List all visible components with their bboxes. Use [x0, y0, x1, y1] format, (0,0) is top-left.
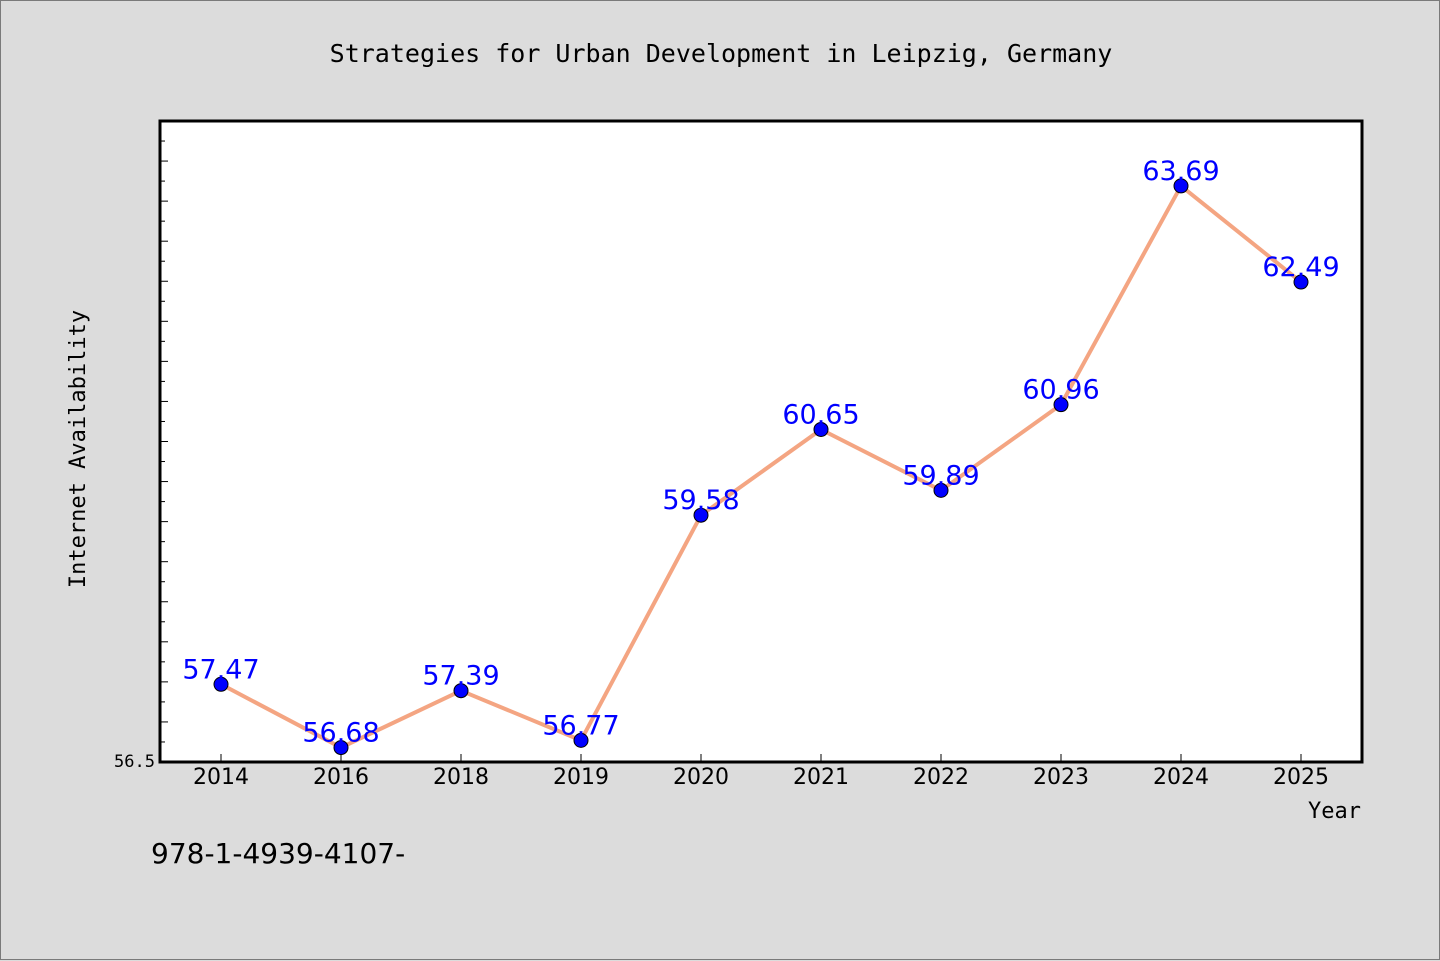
data-label: 59.58	[662, 485, 739, 516]
x-axis-ticks: 2014 2016 2018 2019 2020 2021 2022 2023 2024 2025	[193, 754, 1329, 790]
x-tick-label: 2025	[1273, 765, 1329, 790]
series-0: 57.47 56.68 57.39 56.77 59.58 60.65 59.89 60.96…	[182, 156, 1340, 756]
data-point	[1293, 274, 1309, 290]
data-point	[213, 676, 229, 692]
data-label: 60.65	[782, 399, 859, 430]
plot-area	[158, 119, 1364, 764]
data-label: 59.89	[902, 460, 979, 491]
data-point	[1053, 397, 1069, 413]
footnote-text: 978-1-4939-4107-	[151, 837, 405, 870]
series-line	[220, 183, 1303, 750]
data-point	[453, 683, 469, 699]
data-point	[693, 507, 709, 523]
data-point	[813, 421, 829, 437]
y-axis-ticks	[160, 120, 168, 763]
y-tick-label: 56.5	[114, 752, 155, 772]
data-label: 57.47	[182, 654, 259, 685]
chart-title: Strategies for Urban Development in Leip…	[330, 39, 1113, 68]
x-tick-label: 2016	[313, 765, 369, 790]
data-label: 56.77	[542, 710, 619, 741]
x-tick-label: 2023	[1033, 765, 1089, 790]
data-label: 57.39	[422, 661, 499, 692]
data-point	[1173, 178, 1189, 194]
data-label: 63.69	[1142, 156, 1219, 187]
x-tick-label: 2021	[793, 765, 849, 790]
x-tick-label: 2020	[673, 765, 729, 790]
data-point	[333, 740, 349, 756]
x-tick-label: 2018	[433, 765, 489, 790]
x-tick-label: 2022	[913, 765, 969, 790]
data-label: 56.68	[302, 718, 379, 749]
x-tick-label: 2014	[193, 765, 249, 790]
y-axis-label: Internet Availability	[66, 310, 91, 588]
data-point	[933, 482, 949, 498]
data-label: 62.49	[1262, 252, 1339, 283]
data-point	[573, 732, 589, 748]
data-label: 60.96	[1022, 375, 1099, 406]
x-tick-label: 2019	[553, 765, 609, 790]
x-axis-label: Year	[1308, 799, 1361, 824]
x-tick-label: 2024	[1153, 765, 1209, 790]
